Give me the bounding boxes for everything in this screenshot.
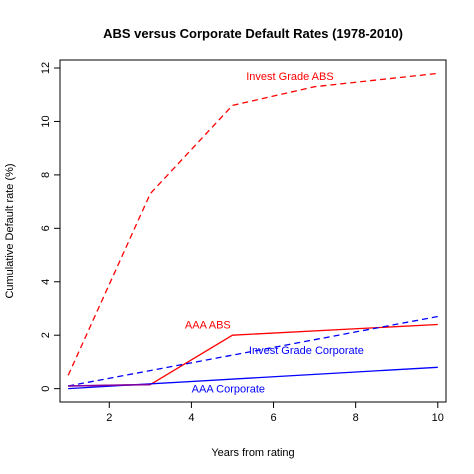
y-tick-label: 6 [40, 225, 52, 231]
x-tick-label: 8 [353, 412, 359, 424]
annotation-invest-grade-corporate: Invest Grade Corporate [249, 345, 364, 357]
y-tick-label: 2 [40, 332, 52, 338]
x-tick-label: 4 [188, 412, 194, 424]
annotation-aaa-abs: AAA ABS [185, 320, 231, 332]
axes: 2 4 6 8 10 0 2 4 6 8 10 12 [40, 62, 444, 424]
series-line-invest-grade-corporate [68, 315, 438, 387]
plot-frame [59, 59, 447, 403]
x-tick-label: 6 [270, 412, 276, 424]
series-line-overlap-aaa-abs [68, 383, 151, 387]
y-tick-label: 4 [40, 279, 52, 285]
y-tick-label: 10 [40, 115, 52, 127]
annotations: Invest Grade ABS AAA ABS Invest Grade Corp… [185, 71, 364, 396]
y-tick-label: 0 [40, 386, 52, 392]
y-axis-label: Cumulative Default rate (%) [4, 163, 16, 298]
x-axis-label: Years from rating [211, 447, 294, 459]
annotation-invest-grade-abs: Invest Grade ABS [246, 71, 333, 83]
annotation-aaa-corporate: AAA Corporate [192, 384, 265, 396]
x-tick-label: 2 [106, 412, 112, 424]
series-line-invest-grade-abs [67, 72, 438, 376]
chart-title: ABS versus Corporate Default Rates (1978… [103, 26, 403, 41]
x-tick-label: 10 [432, 412, 444, 424]
series-layer [67, 72, 438, 390]
y-tick-label: 8 [40, 172, 52, 178]
y-tick-label: 12 [40, 62, 52, 74]
